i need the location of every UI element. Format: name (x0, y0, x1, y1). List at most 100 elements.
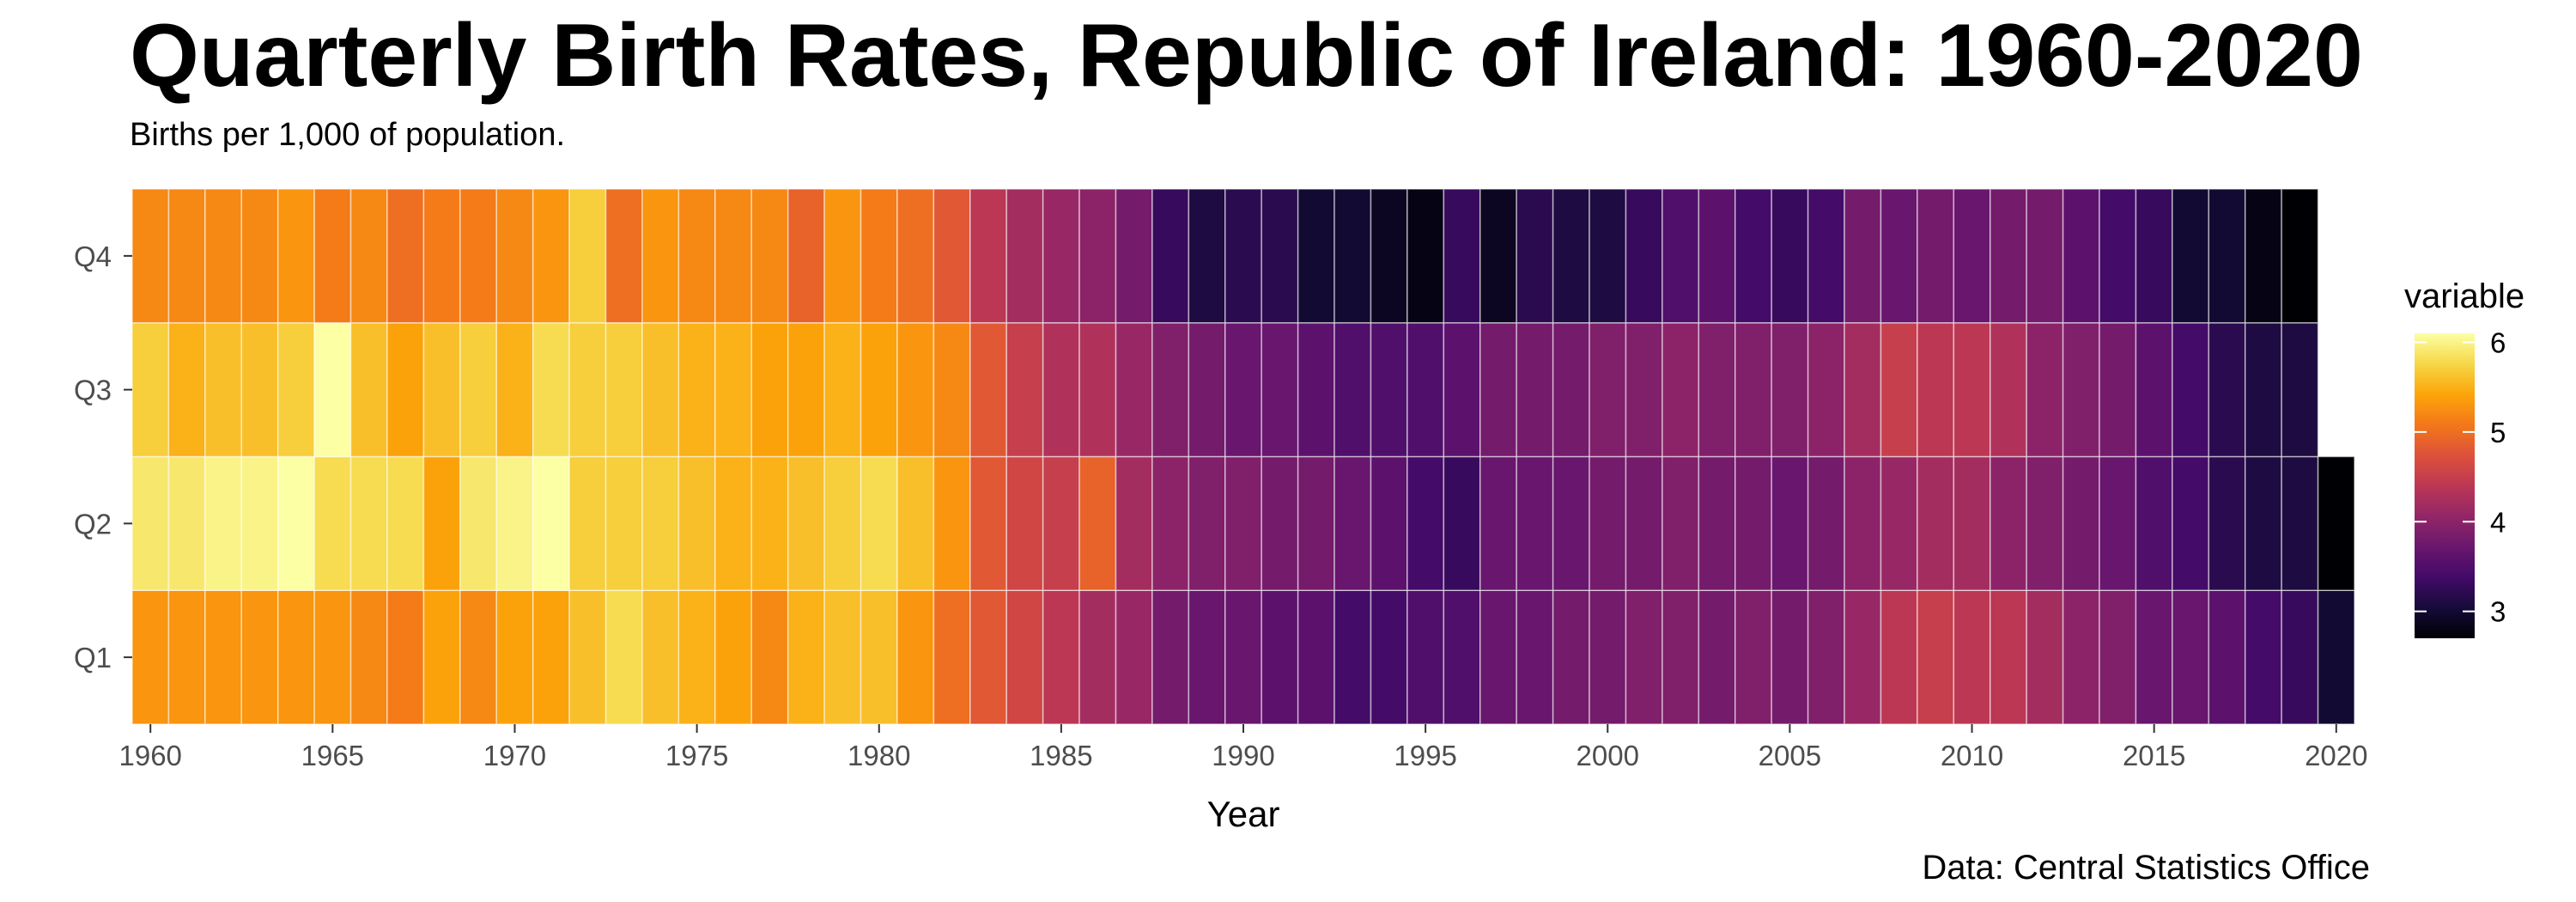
heatmap-cell-q1-1985 (1042, 589, 1080, 725)
heatmap-cell-q1-1991 (1261, 589, 1299, 725)
heatmap-cell-q2-1976 (714, 455, 752, 591)
heatmap-cell-q3-2017 (2208, 322, 2246, 458)
heatmap-cell-q2-2006 (1807, 455, 1845, 591)
heatmap-cell-q1-1974 (641, 589, 680, 725)
heatmap-cell-q4-1997 (1479, 188, 1517, 324)
heatmap-cell-q3-1990 (1224, 322, 1262, 458)
heatmap-cell-q2-2017 (2208, 455, 2246, 591)
heatmap-cell-q2-1981 (896, 455, 935, 591)
heatmap-cell-q4-1974 (641, 188, 680, 324)
heatmap-cell-q1-2007 (1844, 589, 1882, 725)
heatmap-cell-q1-1964 (276, 589, 315, 725)
heatmap-cell-q3-1998 (1516, 322, 1554, 458)
heatmap-cell-q3-1991 (1261, 322, 1299, 458)
heatmap-cell-q3-1970 (495, 322, 534, 458)
heatmap-cell-q2-2002 (1662, 455, 1700, 591)
heatmap-cell-q2-1972 (568, 455, 607, 591)
heatmap-cell-q1-1976 (714, 589, 752, 725)
heatmap-cell-q1-1999 (1552, 589, 1590, 725)
heatmap-cell-q2-1979 (823, 455, 862, 591)
y-tick-label-q4: Q4 (74, 241, 112, 272)
y-tick-label-q3: Q3 (74, 375, 112, 406)
color-legend: variable 3 4 5 6 (2404, 277, 2524, 638)
heatmap-cell-q2-1998 (1516, 455, 1554, 591)
heatmap-cell-q3-2012 (2026, 322, 2064, 458)
heatmap-cell-q3-1966 (349, 322, 388, 458)
heatmap-cell-q4-1986 (1078, 188, 1117, 324)
chart-title: Quarterly Birth Rates, Republic of Irela… (130, 6, 2363, 106)
heatmap-cell-q4-2003 (1698, 188, 1736, 324)
heatmap-cell-q3-1980 (860, 322, 898, 458)
heatmap-cell-q4-2018 (2244, 188, 2282, 324)
heatmap-cell-q2-2007 (1844, 455, 1882, 591)
heatmap-cell-q4-1977 (750, 188, 789, 324)
heatmap-cell-q3-1976 (714, 322, 752, 458)
heatmap-cell-q2-1986 (1078, 455, 1117, 591)
heatmap-cell-q4-2007 (1844, 188, 1882, 324)
heatmap-cell-q1-2009 (1917, 589, 1955, 725)
heatmap-cell-q2-1999 (1552, 455, 1590, 591)
x-tick-label-2000: 2000 (1577, 740, 1639, 771)
x-tick-label-1965: 1965 (301, 740, 364, 771)
heatmap-cell-q3-1989 (1188, 322, 1226, 458)
heatmap-cell-q4-1973 (605, 188, 643, 324)
heatmap-cell-q1-1970 (495, 589, 534, 725)
heatmap-cell-q3-1983 (969, 322, 1007, 458)
heatmap-cell-q2-2012 (2026, 455, 2064, 591)
heatmap-cell-q2-1984 (1005, 455, 1044, 591)
heatmap-cell-q1-1963 (240, 589, 279, 725)
heatmap-cell-q1-1960 (131, 589, 170, 725)
heatmap-cell-q3-2013 (2062, 322, 2100, 458)
heatmap-cell-q1-1968 (422, 589, 461, 725)
heatmap-cell-q4-1993 (1334, 188, 1372, 324)
heatmap-cell-q4-1995 (1406, 188, 1445, 324)
legend-tick-label-5: 5 (2490, 417, 2506, 448)
heatmap-cell-q2-1974 (641, 455, 680, 591)
heatmap-cell-q3-1973 (605, 322, 643, 458)
heatmap-cell-q1-1986 (1078, 589, 1117, 725)
heatmap-cell-q2-1992 (1297, 455, 1335, 591)
heatmap-cell-q4-1967 (386, 188, 425, 324)
heatmap-cell-q3-2007 (1844, 322, 1882, 458)
heatmap-cell-q2-1990 (1224, 455, 1262, 591)
heatmap-cell-q4-1961 (167, 188, 206, 324)
heatmap-cell-q3-1964 (276, 322, 315, 458)
heatmap-cell-q3-2016 (2172, 322, 2210, 458)
heatmap-cell-q2-2014 (2099, 455, 2137, 591)
heatmap-cell-q3-2005 (1771, 322, 1809, 458)
y-axis: Q1 Q2 Q3 Q4 (74, 241, 132, 673)
heatmap-cell-q4-1984 (1005, 188, 1044, 324)
heatmap-cell-q2-1978 (787, 455, 825, 591)
heatmap-cell-q2-1997 (1479, 455, 1517, 591)
heatmap-cell-q3-1962 (204, 322, 243, 458)
heatmap-cell-q2-1977 (750, 455, 789, 591)
heatmap-cell-q4-1982 (933, 188, 971, 324)
heatmap-cell-q2-2008 (1880, 455, 1918, 591)
heatmap-cell-q3-1968 (422, 322, 461, 458)
x-tick-label-1995: 1995 (1394, 740, 1456, 771)
heatmap-cell-q3-1972 (568, 322, 607, 458)
heatmap-cell-q3-1981 (896, 322, 935, 458)
legend-tick-label-6: 6 (2490, 326, 2506, 358)
heatmap-cell-q1-1965 (313, 589, 352, 725)
heatmap-cell-q1-1972 (568, 589, 607, 725)
heatmap-cell-q3-1995 (1406, 322, 1445, 458)
heatmap-cell-q1-2019 (2281, 589, 2319, 725)
heatmap-cell-q3-2006 (1807, 322, 1845, 458)
heatmap-cell-q2-2013 (2062, 455, 2100, 591)
heatmap-cell-q4-1989 (1188, 188, 1226, 324)
heatmap-cell-q2-2016 (2172, 455, 2210, 591)
heatmap-cell-q1-1987 (1115, 589, 1153, 725)
legend-tick-label-3: 3 (2490, 596, 2506, 628)
heatmap-cell-q3-1967 (386, 322, 425, 458)
heatmap-cell-q2-2015 (2135, 455, 2173, 591)
heatmap-cell-q1-2017 (2208, 589, 2246, 725)
heatmap-cell-q1-2005 (1771, 589, 1809, 725)
heatmap-cell-q3-2004 (1735, 322, 1772, 458)
heatmap-cell-q4-2010 (1953, 188, 1991, 324)
heatmap-cell-q2-1994 (1370, 455, 1408, 591)
x-tick-label-1990: 1990 (1212, 740, 1274, 771)
heatmap-cell-q4-2014 (2099, 188, 2137, 324)
x-tick-label-1960: 1960 (119, 740, 182, 771)
heatmap-cell-q3-2002 (1662, 322, 1700, 458)
